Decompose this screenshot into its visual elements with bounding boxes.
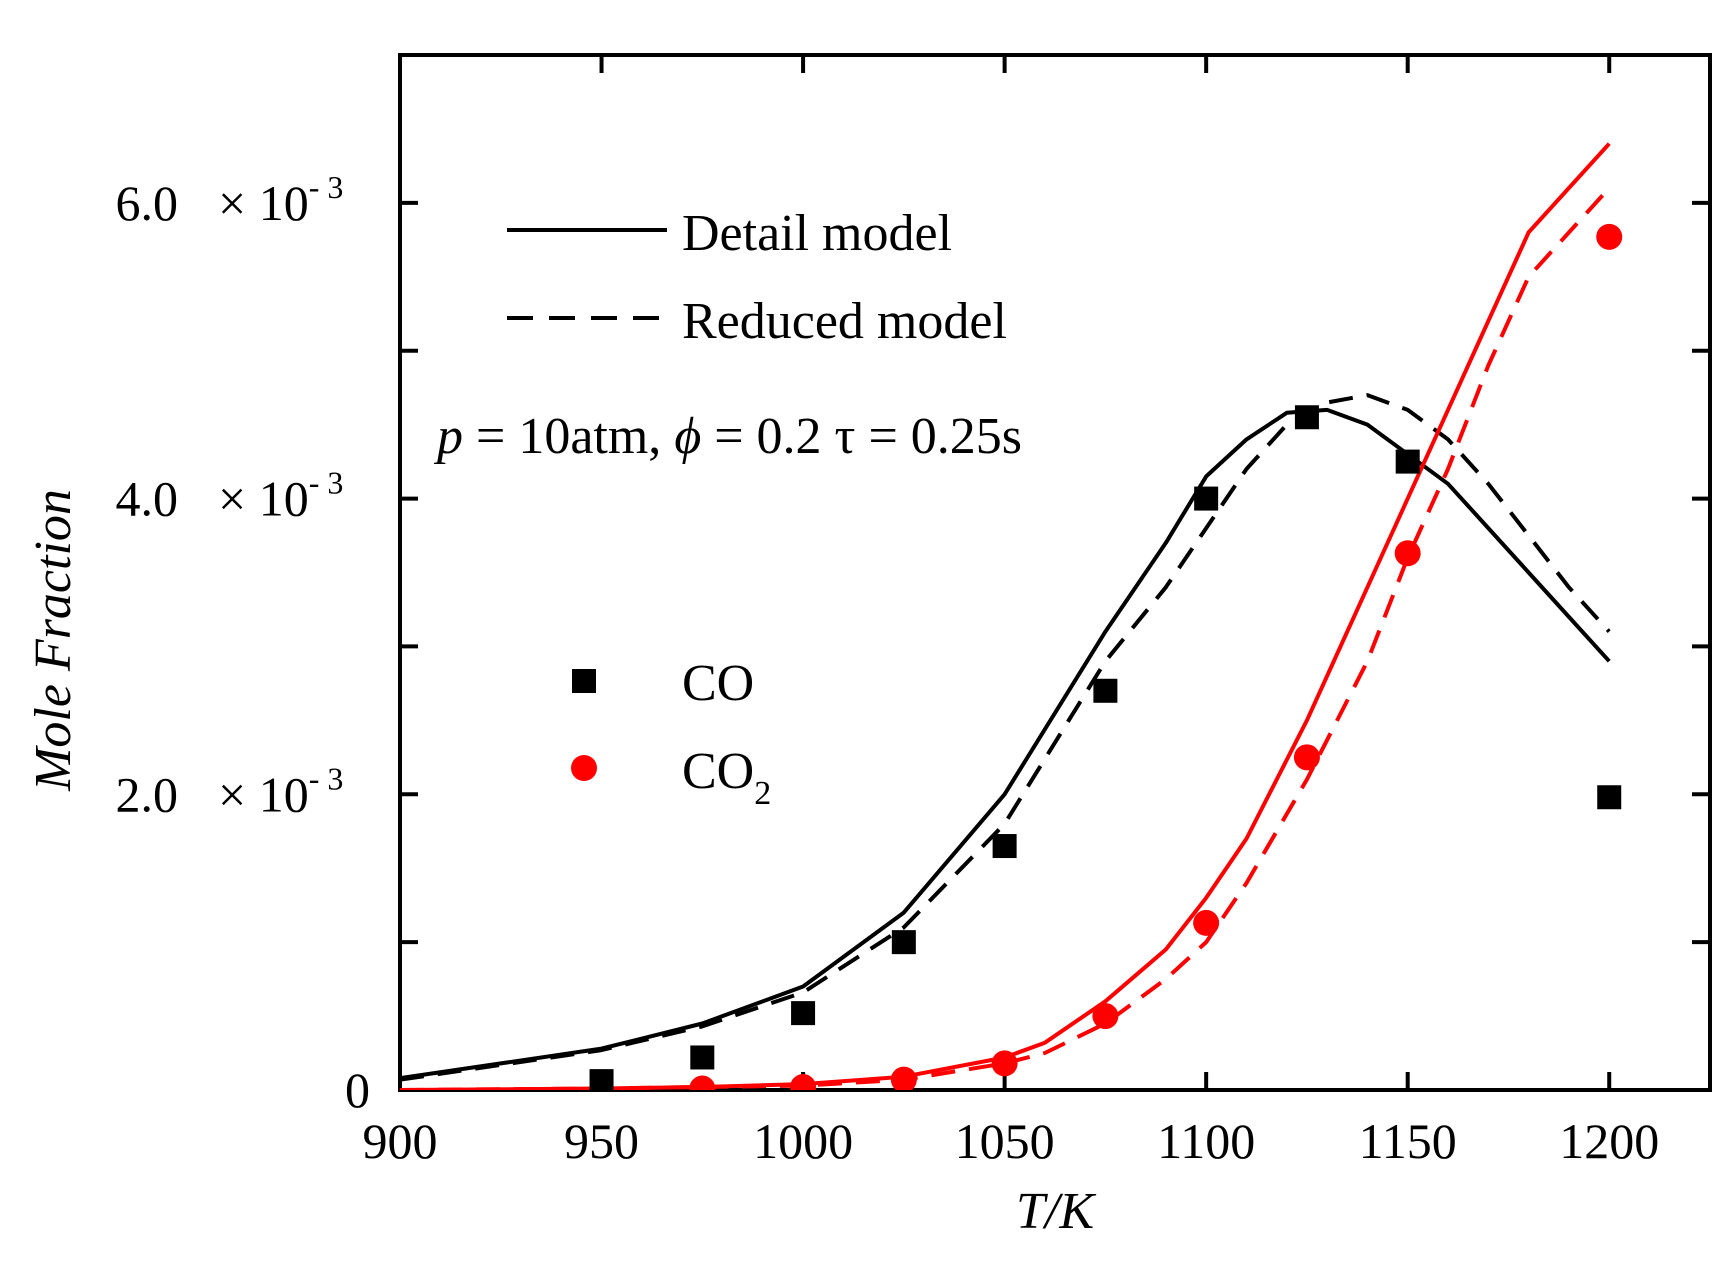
co2-reduced-model-line xyxy=(400,186,1611,1090)
y-tick-label: 6.0 xyxy=(116,175,179,231)
co2-circle-marker xyxy=(1193,909,1220,936)
co2-circle-marker xyxy=(1092,1003,1119,1030)
y-tick-label: 2.0 xyxy=(116,766,179,822)
x-tick-label: 1150 xyxy=(1359,1113,1457,1169)
legend-co2-label: CO2 xyxy=(682,743,771,812)
x-tick-label: 1050 xyxy=(955,1113,1055,1169)
x-axis-title: T/K xyxy=(1016,1183,1096,1240)
co-square-marker xyxy=(791,1001,816,1026)
legend-markers: CO CO2 xyxy=(571,655,771,812)
co2-circle-marker xyxy=(790,1074,817,1090)
plot-frame xyxy=(398,53,1712,1092)
co-square-marker xyxy=(1093,678,1118,703)
legend-co-label: CO xyxy=(682,655,754,712)
series-layer xyxy=(400,142,1623,1090)
legend-co-square-marker xyxy=(572,669,596,693)
co-square-marker xyxy=(1597,785,1622,810)
x-tick-labels: 900 950 1000 1050 1100 1150 1200 xyxy=(363,1113,1660,1169)
co-square-marker xyxy=(1294,405,1319,430)
y-tick-multiplier: × 10- 3 xyxy=(218,760,343,822)
x-tick-label: 1100 xyxy=(1157,1113,1255,1169)
y-tick-labels: 0 2.0 × 10- 3 4.0 × 10- 3 6.0 × 10- 3 xyxy=(116,169,371,1118)
x-tick-label: 1000 xyxy=(753,1113,853,1169)
legend-detail-model-label: Detail model xyxy=(682,205,952,262)
co2-circle-marker xyxy=(1293,744,1320,771)
co2-circle-marker xyxy=(991,1050,1018,1077)
co-reduced-model-line xyxy=(400,393,1611,1082)
condition-annotation: p = 10atm, ϕ = 0.2 τ = 0.25s xyxy=(433,408,1022,465)
x-tick-label: 900 xyxy=(363,1113,438,1169)
co-square-marker xyxy=(992,834,1017,859)
legend-co2-circle-marker xyxy=(571,755,597,781)
co-square-marker xyxy=(690,1045,715,1070)
legend-lines: Detail model Reduced model xyxy=(507,205,1007,350)
co-square-marker xyxy=(589,1069,614,1090)
co2-circle-marker xyxy=(1394,540,1421,567)
co2-circle-marker xyxy=(890,1066,917,1090)
co-square-marker xyxy=(1194,486,1219,511)
y-tick-multiplier: × 10- 3 xyxy=(218,169,343,231)
legend-reduced-model-label: Reduced model xyxy=(682,293,1007,350)
x-tick-label: 950 xyxy=(564,1113,639,1169)
co2-circle-marker xyxy=(689,1075,716,1090)
co-detail-model-line xyxy=(400,407,1611,1081)
axis-ticks xyxy=(398,55,1710,1092)
y-tick-multiplier: × 10- 3 xyxy=(218,465,343,527)
co-square-marker xyxy=(1395,449,1420,474)
y-tick-label: 0 xyxy=(345,1062,370,1118)
co2-detail-model-line xyxy=(400,142,1611,1090)
co2-circle-marker xyxy=(1596,223,1623,250)
x-tick-label: 1200 xyxy=(1559,1113,1659,1169)
y-tick-label: 4.0 xyxy=(116,471,179,527)
co-square-marker xyxy=(891,930,916,955)
y-axis-title: Mole Fraction xyxy=(25,489,82,792)
